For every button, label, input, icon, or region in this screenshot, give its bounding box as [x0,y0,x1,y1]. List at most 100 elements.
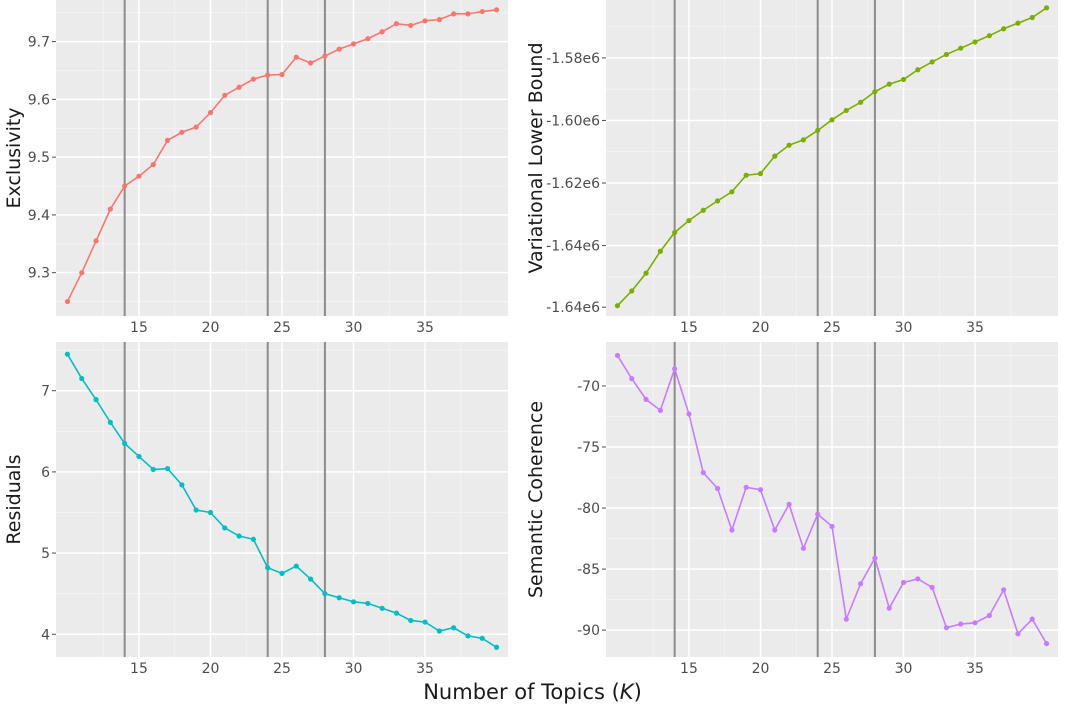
variational-lower-bound-data-point [643,270,649,276]
exclusivity-data-point [379,29,385,35]
residuals-data-point [436,628,442,634]
semantic-coherence-data-point [657,407,663,413]
residuals-data-point [336,595,342,601]
semantic-coherence-data-point [672,366,678,372]
semantic-coherence-data-point [1043,640,1050,647]
exclusivity-x-tick-label: 25 [273,320,291,336]
semantic-coherence-data-point [815,511,821,517]
variational-lower-bound-x-tick-label: 35 [966,320,984,336]
residuals-data-point [164,466,171,472]
semantic-coherence-data-point [843,616,849,622]
exclusivity-data-point [493,7,500,13]
semantic-coherence-data-point [643,396,649,402]
exclusivity-x-tick-label: 30 [345,320,363,336]
variational-lower-bound-y-tick-label: -1.64e6 [546,300,600,316]
residuals-y-tick-label: 7 [41,384,50,400]
variational-lower-bound-data-point [686,217,692,224]
semantic-coherence-x-tick-label: 20 [752,661,770,677]
semantic-coherence-data-point [629,376,635,382]
semantic-coherence-x-tick-label: 15 [680,661,698,677]
semantic-coherence-data-point [886,605,892,611]
residuals-data-point [236,533,242,539]
residuals-y-tick-label: 6 [41,465,50,481]
exclusivity-y-tick-label: 9.3 [28,266,50,282]
semantic-coherence-data-point [958,621,964,627]
residuals-data-point [465,633,471,639]
variational-lower-bound-data-point [900,76,907,83]
exclusivity-data-point [479,8,485,15]
residuals-data-point [79,375,85,382]
semantic-coherence-y-tick-label: -80 [577,501,600,517]
variational-lower-bound-data-point [929,59,935,65]
variational-lower-bound-x-tick-label: 30 [895,320,913,336]
exclusivity-x-tick-label: 35 [416,320,434,336]
semantic-coherence-data-point [614,352,621,359]
semantic-coherence-data-point [686,411,692,417]
semantic-coherence-x-tick-label: 35 [966,661,984,677]
residuals-data-point [451,625,457,631]
exclusivity-data-point [122,183,128,189]
variational-lower-bound-y-tick-label: -1.64e6 [546,239,600,255]
residuals-data-point [422,619,428,625]
variational-lower-bound-data-point [614,303,621,309]
variational-lower-bound-data-point [1015,20,1021,26]
semantic-coherence-data-point [743,484,749,490]
semantic-coherence-data-point [1029,616,1035,622]
exclusivity-data-point [436,17,442,23]
residuals-data-point [350,599,357,605]
semantic-coherence-y-tick-label: -85 [577,562,600,578]
semantic-coherence-data-point [1015,631,1021,637]
exclusivity-data-point [207,110,214,116]
residuals-data-point [265,565,271,571]
variational-lower-bound-data-point [815,127,821,134]
variational-lower-bound-chart: 15 20 25 30 35 -1.64e6 -1.62e6 -1.60e6 -1.58e6 -1… [525,0,1058,336]
semantic-coherence-data-point [700,470,706,476]
semantic-coherence-data-point [915,576,921,582]
variational-lower-bound-x-tick-label: 25 [823,320,841,336]
semantic-coherence-data-point [943,625,950,631]
residuals-y-axis-label: Residuals [3,454,25,544]
variational-lower-bound-data-point [886,81,892,87]
exclusivity-y-tick-label: 9.5 [28,150,50,166]
residuals-data-point [150,466,156,473]
residuals-y-tick-label: 5 [41,546,50,562]
semantic-coherence-data-point [900,579,907,586]
variational-lower-bound-data-point [943,51,950,58]
exclusivity-data-point [365,36,371,42]
residuals-data-point [193,507,199,513]
exclusivity-data-point [222,92,228,98]
exclusivity-data-point [308,60,314,66]
variational-lower-bound-data-point [843,107,849,114]
variational-lower-bound-data-point [786,142,792,148]
variational-lower-bound-data-point [629,288,635,294]
variational-lower-bound-y-tick-label: -1.58e6 [546,51,600,67]
residuals-x-tick-label: 15 [130,661,148,677]
variational-lower-bound-data-point [714,198,721,204]
x-axis-label-suffix: ) [633,680,642,704]
exclusivity-data-point [393,21,400,27]
exclusivity-data-point [79,270,85,276]
variational-lower-bound-x-tick-label: 15 [680,320,698,336]
residuals-data-point [279,570,285,576]
semantic-coherence-data-point [986,612,992,619]
exclusivity-data-point [265,72,271,78]
x-axis-label-prefix: Number of Topics ( [423,680,620,704]
residuals-data-point [408,617,414,624]
variational-lower-bound-y-axis-label: Variational Lower Bound [525,42,547,273]
exclusivity-x-tick-label: 15 [130,320,148,336]
exclusivity-data-point [236,84,242,90]
residuals-data-point [308,576,314,582]
exclusivity-chart: 15 20 25 30 35 9.3 9.4 9.5 9.6 9.7 Exclusivity [3,0,508,336]
exclusivity-data-point [293,54,299,60]
residuals-data-point [64,351,71,357]
variational-lower-bound-data-point [986,33,992,39]
variational-lower-bound-y-tick-label: -1.62e6 [546,176,600,192]
variational-lower-bound-data-point [958,45,964,51]
exclusivity-data-point [250,76,256,82]
exclusivity-data-point [93,238,99,244]
residuals-x-tick-label: 25 [273,661,291,677]
variational-lower-bound-data-point [743,172,749,178]
residuals-data-point [222,525,228,531]
variational-lower-bound-data-point [800,137,806,143]
